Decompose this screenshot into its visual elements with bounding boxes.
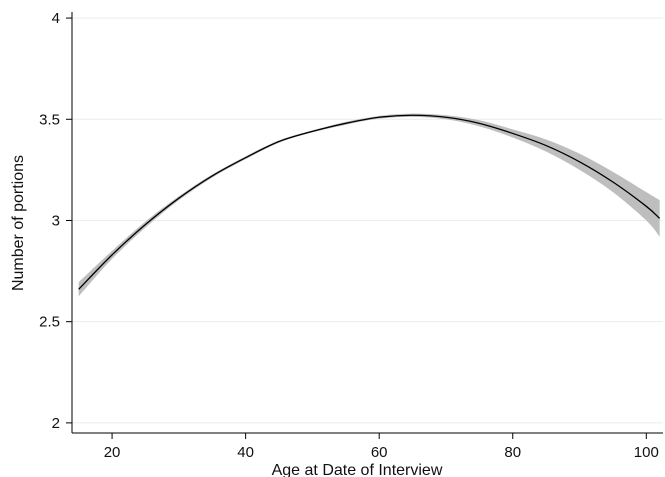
x-tick-label-4: 100: [634, 444, 659, 461]
fitted-line: [78, 114, 661, 290]
x-tick-label-2: 60: [371, 444, 388, 461]
y-tick-label-4: 4: [52, 10, 60, 27]
x-tick-label-0: 20: [104, 444, 121, 461]
y-axis-ticks: 2 2.5 3 3.5 4: [39, 10, 72, 432]
x-axis-title: Age at Date of Interview: [272, 462, 443, 477]
y-tick-label-0: 2: [52, 415, 60, 432]
confidence-band: [78, 113, 660, 297]
x-tick-label-3: 80: [504, 444, 521, 461]
y-tick-label-2: 3: [52, 212, 60, 229]
y-axis-title: Number of portions: [10, 155, 27, 291]
y-tick-label-3: 3.5: [39, 111, 60, 128]
gridlines: [72, 17, 663, 424]
x-axis-ticks: 20 40 60 80 100: [104, 433, 659, 461]
x-tick-label-1: 40: [237, 444, 254, 461]
y-tick-label-1: 2.5: [39, 314, 60, 331]
